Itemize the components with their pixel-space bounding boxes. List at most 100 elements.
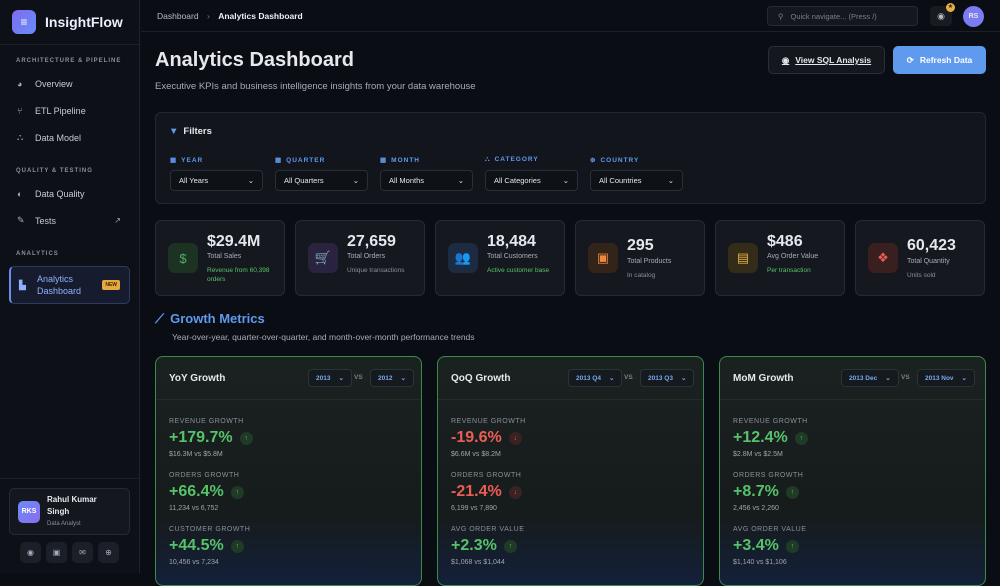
filter-category: ⛬ CATEGORY All Categories ⌄ [485,156,578,191]
chevron-down-icon: ⌄ [352,176,359,185]
metric: REVENUE GROWTH -19.6% ↓ $6.6M vs $8.2M [451,418,526,458]
period-a-select[interactable]: 2013 ⌄ [308,369,352,387]
filter-icon: ▼ [169,126,179,137]
github-icon: ◉ [781,54,790,65]
section-title: Growth Metrics [170,311,265,326]
external-link-icon: ↗ [114,216,121,225]
period-b-select[interactable]: 2013 Q3 ⌄ [640,369,695,387]
card-title: YoY Growth [169,372,226,384]
user-card[interactable]: RKS Rahul Kumar Singh Data Analyst [9,488,130,535]
kpi-card: 👥 18,484 Total Customers Active customer ba… [435,220,565,296]
chevron-down-icon: ⌄ [562,176,569,185]
filter-month: ▦ MONTH All Months ⌄ [380,156,473,191]
metric-value: -21.4% [451,483,502,500]
kpi-label: Total Customers [487,253,538,260]
arrow-up-icon: ↑ [794,431,808,445]
filter-quarter: ▦ QUARTER All Quarters ⌄ [275,156,368,191]
kpi-label: Avg Order Value [767,253,819,260]
calendar-icon: ▦ [170,157,178,164]
metric: CUSTOMER GROWTH +44.5% ↑ 10,456 vs 7,234 [169,526,251,566]
arrow-up-icon: ↑ [785,539,799,553]
arrow-up-icon: ↑ [239,431,253,445]
kpi-row: $ $29.4M Total Sales Revenue from 60,398 or… [155,220,985,296]
kpi-card: 🛒 27,659 Total Orders Unique transactions [295,220,425,296]
avatar: RKS [18,500,40,523]
search-input[interactable]: ⚲ Quick navigate... (Press /) [767,6,918,26]
users-icon: 👥 [448,243,478,273]
box-icon: ▣ [588,243,618,273]
card-title: QoQ Growth [451,372,511,384]
metric: REVENUE GROWTH +12.4% ↑ $2.8M vs $2.5M [733,418,808,458]
page-subtitle: Executive KPIs and business intelligence… [155,81,476,92]
breadcrumb-current: Analytics Dashboard [218,10,303,21]
sidebar-item-tests[interactable]: ✎ Tests ↗ [17,215,121,226]
period-a-select[interactable]: 2013 Dec ⌄ [841,369,899,387]
metric-value: +66.4% [169,483,224,500]
kpi-label: Total Quantity [907,258,950,265]
period-b-select[interactable]: 2013 Nov ⌄ [917,369,975,387]
sidebar-item-analytics-dashboard[interactable]: ▙ Analytics Dashboard NEW [9,266,130,304]
github-button[interactable]: ◉ [930,6,952,26]
metric-value: -19.6% [451,429,502,446]
calendar-icon: ⛬ [485,156,491,163]
mail-icon[interactable]: ✉ [72,542,93,563]
section-title: QUALITY & TESTING [16,168,93,174]
quarter-select[interactable]: All Quarters ⌄ [275,170,368,191]
chevron-down-icon: ⌄ [885,375,891,382]
arrow-down-icon: ↓ [508,485,522,499]
github-icon[interactable]: ◉ [20,542,41,563]
year-select[interactable]: All Years ⌄ [170,170,263,191]
kpi-card: ▣ 295 Total Products In catalog [575,220,705,296]
metric-value: +8.7% [733,483,779,500]
refresh-button[interactable]: ⟳ Refresh Data [893,46,986,74]
trend-icon: ⟋ [155,311,165,326]
kpi-value: $486 [767,233,803,250]
month-select[interactable]: All Months ⌄ [380,170,473,191]
chevron-down-icon: ⌄ [338,375,344,382]
database-icon: ≡ [12,10,36,34]
avatar[interactable]: RS [963,6,984,27]
arrow-up-icon: ↑ [785,485,799,499]
star-icon: ★ [946,3,955,12]
section-title: ARCHITECTURE & PIPELINE [16,58,122,64]
section-title: ANALYTICS [16,251,59,257]
kpi-card: ❖ 60,423 Total Quantity Units sold [855,220,985,296]
kpi-note: Revenue from 60,398 orders [207,267,270,283]
branch-icon: ⑂ [17,105,23,116]
diagram-icon: ⛬ [17,132,24,142]
sidebar-item-data-quality[interactable]: ◐ Data Quality [17,188,85,199]
arrow-down-icon: ↓ [508,431,522,445]
period-b-select[interactable]: 2012 ⌄ [370,369,414,387]
dollar-icon: $ [168,243,198,273]
calendar-icon: ▦ [380,157,388,164]
linkedin-icon[interactable]: ▣ [46,542,67,563]
category-select[interactable]: All Categories ⌄ [485,170,578,191]
sidebar-item-etl-pipeline[interactable]: ⑂ ETL Pipeline [17,105,86,116]
logo[interactable]: ≡ InsightFlow [0,0,139,45]
growth-card: MoM Growth 2013 Dec ⌄ VS 2013 Nov ⌄ REVENUE GR… [719,356,986,586]
country-select[interactable]: All Countries ⌄ [590,170,683,191]
chevron-down-icon: ⌄ [247,176,254,185]
search-icon: ⚲ [778,11,784,21]
kpi-card: ▤ $486 Avg Order Value Per transaction [715,220,845,296]
refresh-icon: ⟳ [906,54,914,65]
kpi-note: Unique transactions [347,267,405,274]
card-title: MoM Growth [733,372,794,384]
period-a-select[interactable]: 2013 Q4 ⌄ [568,369,623,387]
metric-value: +3.4% [733,537,779,554]
kpi-label: Total Sales [207,253,242,260]
cart-icon: 🛒 [308,243,338,273]
kpi-label: Total Products [627,258,672,265]
globe-icon[interactable]: ⊕ [98,542,119,563]
growth-card: QoQ Growth 2013 Q4 ⌄ VS 2013 Q3 ⌄ REVENUE GROW… [437,356,704,586]
chevron-down-icon: ⌄ [608,375,615,382]
metric: REVENUE GROWTH +179.7% ↑ $16.3M vs $5.8M [156,418,421,458]
metric: AVG ORDER VALUE +3.4% ↑ $1,140 vs $1,106 [733,526,807,566]
kpi-note: Per transaction [767,267,811,274]
sidebar-item-data-model[interactable]: ⛬ Data Model [17,132,82,143]
breadcrumb-dashboard[interactable]: Dashboard [157,10,199,21]
view-sql-button[interactable]: ◉ View SQL Analysis [768,46,885,74]
sidebar-item-overview[interactable]: ◕ Overview [17,78,73,89]
breadcrumb: Dashboard › Analytics Dashboard [157,10,303,21]
kpi-value: 27,659 [347,233,396,250]
